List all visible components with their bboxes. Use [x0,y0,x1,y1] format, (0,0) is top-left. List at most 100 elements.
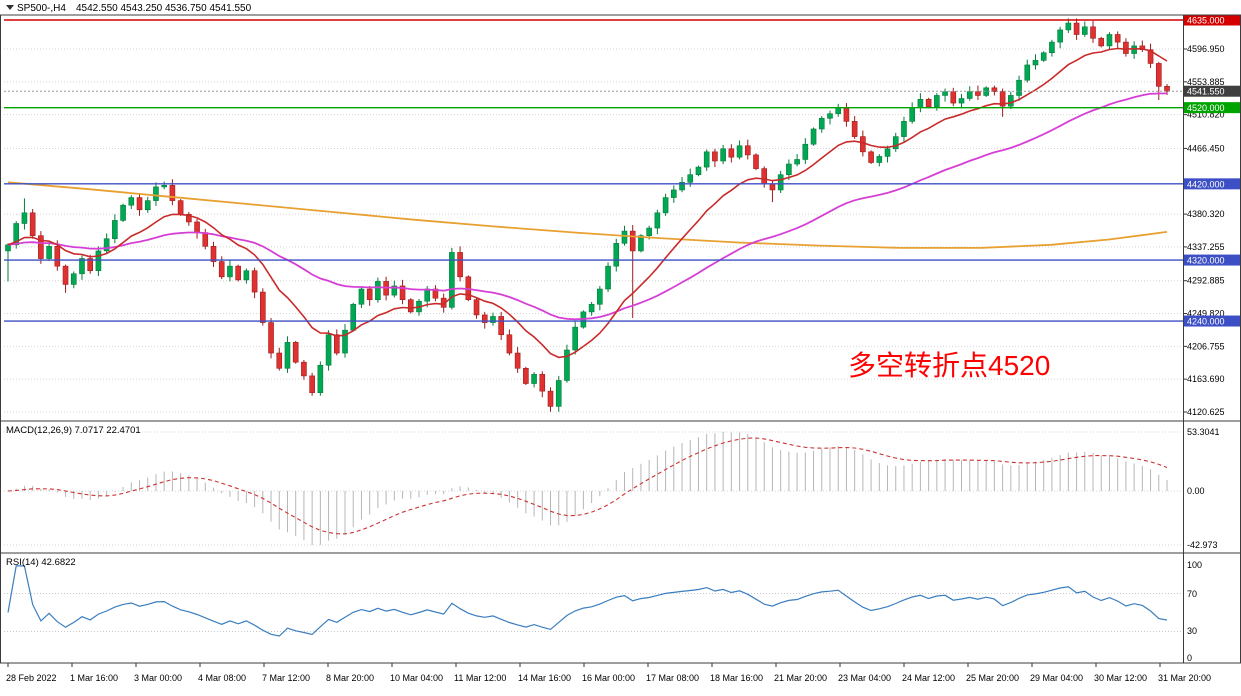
candle-body [810,128,817,145]
rsi-label: RSI(14) 42.6822 [6,557,76,568]
candle-body [169,185,176,201]
chart-title-ohlc: 4542.550 4543.250 4536.750 4541.550 [76,3,252,14]
candle-body [1032,60,1039,66]
candle-body [103,238,110,252]
candle-body [736,145,743,158]
candle-body [703,151,710,168]
candle-body [1131,45,1137,54]
candle-body [794,159,800,165]
candle-body [449,252,455,308]
candle-body [901,121,907,137]
candle-body [1073,22,1080,35]
price-level-badge [1184,14,1241,26]
candle-body [892,136,899,150]
price-axis-label: 4380.320 [1187,209,1225,219]
candle-body [942,91,948,96]
time-axis-label: 23 Mar 04:00 [838,673,891,683]
candle-body [301,361,307,377]
candle-body [506,334,513,354]
candle-body [966,91,973,99]
candle-body [629,230,636,252]
time-axis-label: 16 Mar 00:00 [582,673,635,683]
price-level-badge [1184,102,1241,114]
candle-body [712,151,718,162]
candle-body [333,334,340,354]
candle-body [605,265,611,290]
candle-body [555,380,562,407]
candle-body [473,299,480,316]
moving-averages-layer [7,47,1168,359]
rsi-axis-30-label: 30 [1187,626,1197,636]
candle-body [514,352,521,369]
price-axis-label: 4337.255 [1187,242,1225,252]
candle-body [5,244,11,252]
candle-body [597,288,603,305]
candle-body [934,95,940,108]
macd-axis-max-label: 53.3041 [1187,427,1220,437]
candle-body [38,235,44,259]
time-axis-label: 10 Mar 04:00 [390,673,443,683]
candle-body [1090,26,1096,39]
time-axis-label: 25 Mar 20:00 [966,673,1019,683]
candle-body [358,288,365,305]
candle-body [547,390,554,407]
price-axis-label: 4553.885 [1187,77,1225,87]
candle-body [523,367,529,384]
candle-body [407,299,414,313]
rsi-axis-70-label: 70 [1187,589,1197,599]
candle-body [802,143,809,160]
candle-body [79,258,85,275]
candle-body [177,200,184,215]
candle-body [268,322,274,354]
candle-body [161,185,167,188]
candle-body [399,285,406,300]
candle-body [646,227,652,236]
candle-body [1040,52,1047,61]
annotation-text: 多空转折点4520 [848,350,1050,381]
candle-body [835,107,842,115]
candle-body [342,329,348,354]
candle-body [325,334,332,366]
candle-body [112,220,118,240]
candle-body [235,265,241,281]
candle-body [786,163,792,176]
chart-title-symbol: SP500-,H4 [17,3,66,14]
candle-body [70,273,77,285]
candle-body [671,189,677,198]
rsi-axis-0-label: 0 [1187,653,1192,663]
candle-body [884,148,891,157]
candle-body [1106,34,1113,47]
candle-body [292,342,299,363]
rsi-line [7,565,1168,637]
time-axis-label: 3 Mar 00:00 [134,673,182,683]
candle-body [720,148,726,162]
candle-body [375,281,381,300]
candle-body [851,121,858,137]
candle-body [588,303,595,313]
candle-body [818,118,825,130]
candle-body [1065,22,1072,31]
candle-body [317,364,324,393]
candles-layer [5,18,1170,412]
candle-body [194,221,200,233]
candle-body [572,326,578,351]
candle-body [761,168,768,185]
candle-body [1164,86,1170,92]
candle-body [917,98,924,108]
macd-panel [4,431,1183,546]
candle-body [210,246,217,262]
axes-layer: 4596.950 4553.885 4510.820 4466.450 4380.320… [6,14,1241,683]
candle-body [1114,34,1121,43]
candle-body [860,136,866,153]
level-lines-layer[interactable] [4,19,1183,322]
candle-body [1049,41,1055,54]
price-level-badge [1184,85,1241,97]
collapse-triangle-icon[interactable] [6,5,14,10]
candle-body [1057,29,1063,43]
candle-body [218,261,225,278]
candle-body [827,113,833,119]
frame-layer [0,14,1241,664]
candle-body [260,291,266,323]
